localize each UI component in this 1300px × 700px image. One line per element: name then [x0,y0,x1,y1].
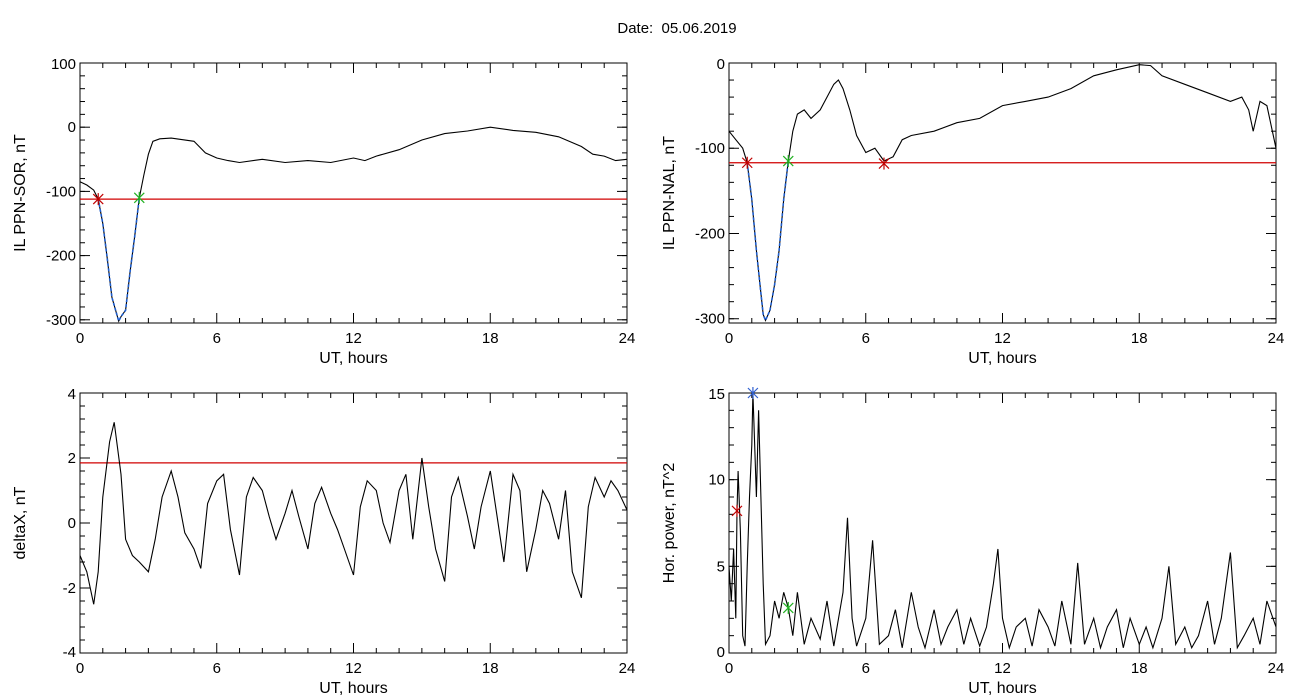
y-axis-label: IL PPN-SOR, nT [12,134,29,252]
x-tick-label: 6 [213,660,221,677]
x-tick-label: 12 [345,660,362,677]
chart-panel-il-ppn-nal: 0 6 12 18 24 0 -100 -200 -300 UT, hours IL PPN-NAL… [661,56,1284,367]
y-tick-label: 0 [68,119,76,136]
y-tick-label: -100 [46,183,76,200]
x-tick-label: 18 [482,330,499,347]
highlight-segment [97,197,141,324]
y-tick-label: -4 [63,644,76,661]
y-tick-label: -2 [63,580,76,597]
plot-frame [79,392,628,654]
x-tick-label: 12 [994,330,1011,347]
y-tick-label: 2 [68,450,76,467]
x-tick-label: 18 [1131,330,1148,347]
x-tick-label: 24 [619,330,636,347]
event-marker-peak [747,387,759,399]
x-axis-label: UT, hours [319,680,387,697]
event-marker-end [133,191,145,204]
y-tick-label: 15 [708,386,725,403]
x-tick-label: 18 [482,660,499,677]
x-tick-label: 0 [725,330,733,347]
x-tick-label: 12 [345,330,362,347]
x-tick-label: 0 [76,330,84,347]
y-tick-label: 100 [51,56,76,73]
y-axis-label: Hor. power, nT^2 [661,463,678,584]
x-tick-label: 24 [1268,330,1285,347]
series-line [728,64,1277,322]
y-tick-label: 0 [68,515,76,532]
y-tick-label: 10 [708,472,725,489]
event-marker-start [878,157,890,170]
event-marker-end [782,155,794,168]
x-tick-label: 18 [1131,660,1148,677]
chart-panel-deltax: 0 6 12 18 24 4 2 0 -2 -4 UT, hours deltaX, nT [12,386,635,697]
plot-frame [79,62,628,324]
y-tick-label: -300 [695,311,725,328]
series-line [728,392,1277,650]
x-tick-label: 24 [619,660,636,677]
x-tick-label: 0 [76,660,84,677]
y-tick-label: -300 [46,312,76,329]
event-marker-start [92,193,104,206]
chart-panel-hor-power: 0 6 12 18 24 15 10 5 0 UT, hours Hor. power, nT^2 [661,386,1284,697]
event-marker-start [731,504,743,517]
plot-frame [728,62,1277,324]
y-tick-label: 4 [68,386,76,403]
series-line [79,422,628,605]
event-marker-end [782,601,794,614]
y-axis-label: deltaX, nT [12,486,29,559]
y-tick-label: -100 [695,140,725,157]
y-tick-label: 5 [717,558,725,575]
x-axis-label: UT, hours [319,350,387,367]
chart-panel-il-ppn-sor: 0 6 12 18 24 100 0 -100 -200 -300 UT, hours IL PPN-… [12,56,635,367]
x-tick-label: 24 [1268,660,1285,677]
x-tick-label: 6 [213,330,221,347]
y-tick-label: -200 [695,225,725,242]
x-axis-label: UT, hours [968,680,1036,697]
y-tick-label: 0 [717,644,725,661]
y-tick-label: 0 [717,56,725,73]
series-line [79,126,628,323]
y-axis-label: IL PPN-NAL, nT [661,136,678,250]
event-marker-start [741,156,753,169]
x-tick-label: 0 [725,660,733,677]
x-tick-label: 6 [862,330,870,347]
x-tick-label: 6 [862,660,870,677]
y-tick-label: -200 [46,248,76,265]
x-tick-label: 12 [994,660,1011,677]
x-axis-label: UT, hours [968,350,1036,367]
highlight-segment [746,160,790,323]
page-title: Date: 05.06.2019 [617,20,737,37]
